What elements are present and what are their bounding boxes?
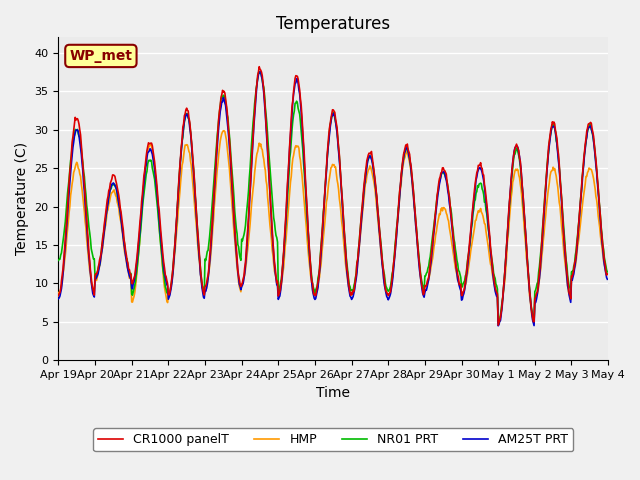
NR01 PRT: [65, 183, 72, 189]
CR1000 panelT: [255, 64, 263, 70]
HMP: [121, 251, 129, 256]
Text: WP_met: WP_met: [69, 49, 132, 63]
NR01 PRT: [401, 151, 408, 156]
AM25T PRT: [65, 200, 72, 206]
HMP: [54, 293, 62, 299]
CR1000 panelT: [121, 241, 129, 247]
CR1000 panelT: [177, 154, 184, 160]
AM25T PRT: [121, 246, 129, 252]
NR01 PRT: [54, 257, 62, 263]
NR01 PRT: [494, 320, 502, 325]
NR01 PRT: [417, 268, 424, 274]
CR1000 panelT: [65, 192, 72, 198]
AM25T PRT: [604, 276, 611, 282]
HMP: [494, 321, 502, 326]
CR1000 panelT: [205, 254, 213, 260]
Line: HMP: HMP: [58, 131, 607, 324]
NR01 PRT: [255, 69, 263, 74]
CR1000 panelT: [604, 271, 611, 277]
HMP: [417, 274, 424, 280]
Legend: CR1000 panelT, HMP, NR01 PRT, AM25T PRT: CR1000 panelT, HMP, NR01 PRT, AM25T PRT: [93, 428, 573, 451]
Line: CR1000 panelT: CR1000 panelT: [58, 67, 607, 325]
AM25T PRT: [54, 296, 62, 301]
NR01 PRT: [177, 156, 184, 162]
CR1000 panelT: [54, 292, 62, 298]
AM25T PRT: [417, 274, 424, 279]
HMP: [65, 219, 72, 225]
NR01 PRT: [121, 245, 129, 251]
AM25T PRT: [177, 156, 184, 162]
AM25T PRT: [494, 323, 502, 329]
AM25T PRT: [257, 69, 264, 74]
Line: NR01 PRT: NR01 PRT: [58, 72, 607, 323]
HMP: [205, 264, 213, 270]
AM25T PRT: [205, 261, 213, 266]
AM25T PRT: [401, 150, 408, 156]
X-axis label: Time: Time: [316, 385, 350, 400]
HMP: [401, 156, 408, 162]
CR1000 panelT: [494, 322, 502, 328]
CR1000 panelT: [401, 148, 408, 154]
Y-axis label: Temperature (C): Temperature (C): [15, 142, 29, 255]
HMP: [220, 128, 228, 133]
CR1000 panelT: [417, 271, 424, 276]
HMP: [177, 180, 184, 185]
Title: Temperatures: Temperatures: [276, 15, 390, 33]
NR01 PRT: [604, 269, 611, 275]
NR01 PRT: [205, 234, 213, 240]
Line: AM25T PRT: AM25T PRT: [58, 72, 607, 326]
HMP: [604, 271, 611, 276]
